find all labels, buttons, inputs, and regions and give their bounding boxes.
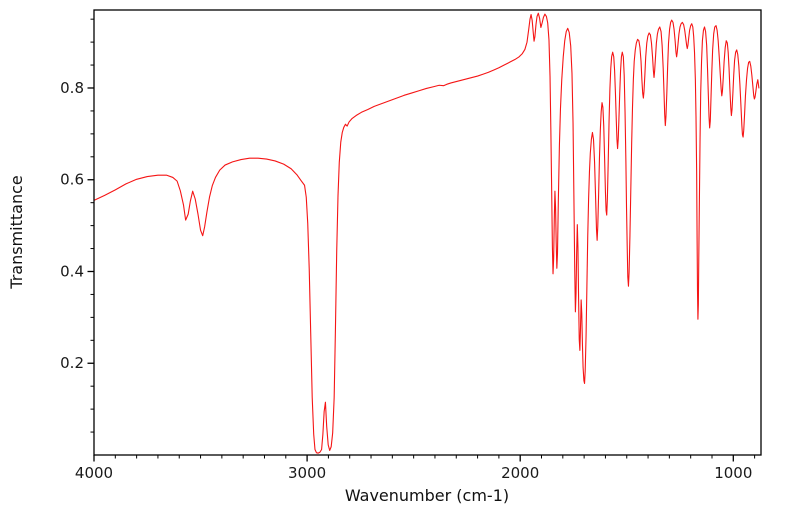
plot-border — [93, 9, 762, 456]
minor-ticks — [90, 18, 756, 459]
spectrum-line — [93, 12, 760, 454]
y-tick-label: 0.6 — [60, 171, 84, 189]
x-tick-label: 1000 — [714, 464, 752, 482]
x-tick-label: 3000 — [288, 464, 326, 482]
y-axis-title: Transmittance — [7, 175, 26, 289]
x-tick-label: 2000 — [501, 464, 539, 482]
x-axis-title: Wavenumber (cm-1) — [345, 486, 509, 505]
y-tick-label: 0.4 — [60, 262, 84, 280]
x-tick-label: 4000 — [75, 464, 113, 482]
major-ticks — [87, 87, 734, 462]
spectrum-curve-group — [93, 12, 760, 454]
y-tick-label: 0.2 — [60, 354, 84, 372]
y-tick-label: 0.8 — [60, 79, 84, 97]
tick-labels: 4000 3000 2000 1000 0.2 0.4 0.6 0.8 — [60, 79, 752, 482]
